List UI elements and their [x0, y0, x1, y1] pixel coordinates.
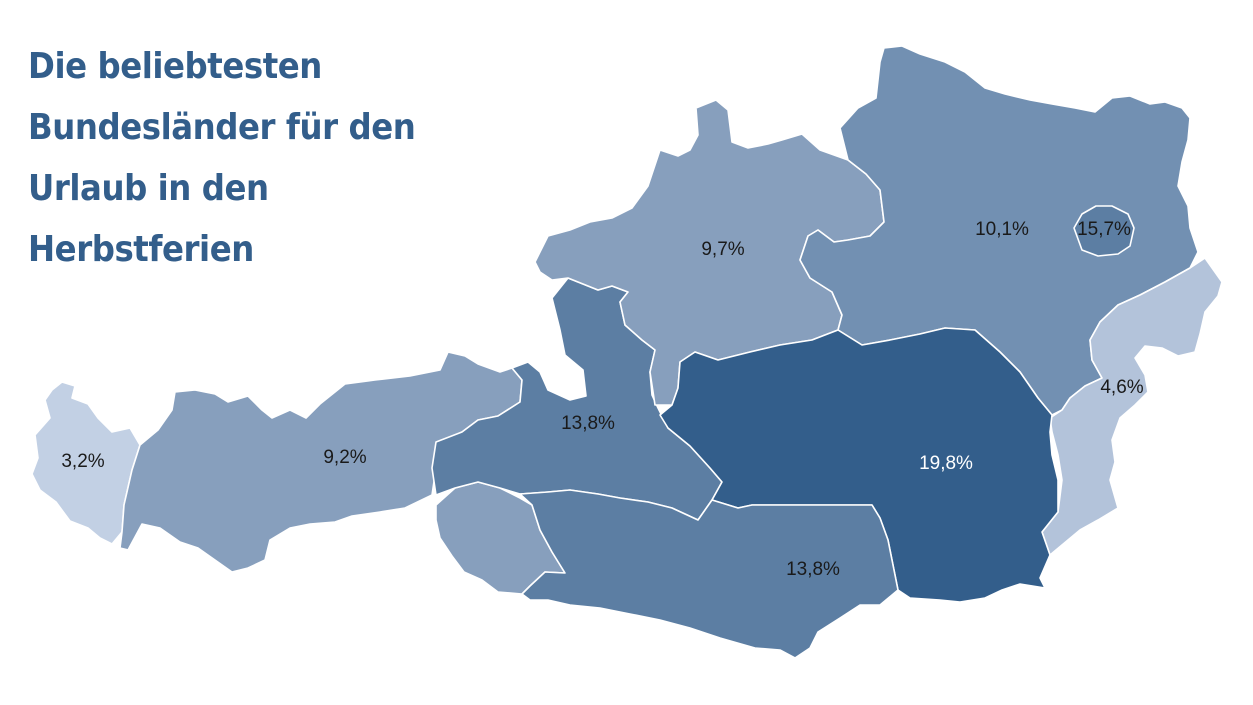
title-line-1: Die beliebtesten — [28, 46, 322, 87]
label-tirol: 9,2% — [323, 447, 366, 468]
title-line-3: Urlaub in den — [28, 168, 269, 209]
region-kaernten — [519, 489, 899, 659]
region-wien — [1073, 205, 1135, 257]
label-vorarlberg: 3,2% — [61, 451, 104, 472]
title-line-2: Bundesländer für den — [28, 107, 416, 148]
region-vorarlberg — [31, 381, 141, 545]
title-line-4: Herbstferien — [28, 229, 254, 270]
label-steiermark: 19,8% — [919, 453, 973, 474]
label-kaernten: 13,8% — [786, 559, 840, 580]
map-title: Die beliebtesten Bundesländer für den Ur… — [28, 36, 442, 280]
label-wien: 15,7% — [1077, 219, 1131, 240]
region-burgenland — [1041, 257, 1223, 556]
label-niederoesterreich: 10,1% — [975, 219, 1029, 240]
label-burgenland: 4,6% — [1100, 377, 1143, 398]
label-salzburg: 13,8% — [561, 413, 615, 434]
label-oberoesterreich: 9,7% — [701, 239, 744, 260]
